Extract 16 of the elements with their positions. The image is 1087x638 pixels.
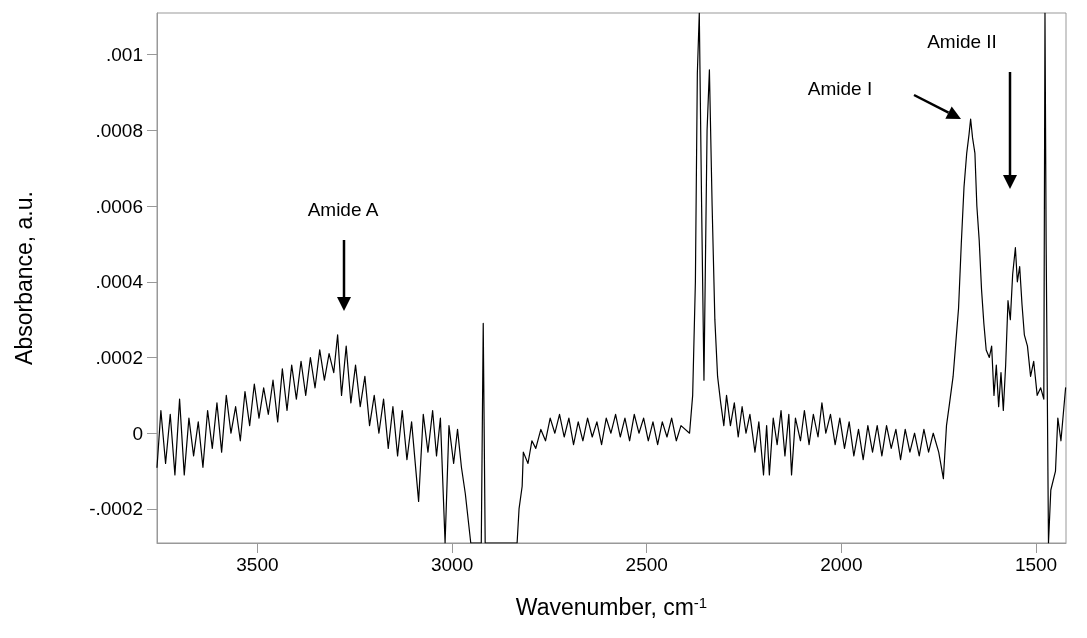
annotation: Amide A [307, 198, 379, 220]
annotation: Amide I [807, 77, 873, 99]
x-tick-label: 3000 [430, 554, 474, 575]
x-tick-label: 3500 [236, 554, 279, 575]
annotation: Amide II [927, 30, 997, 52]
y-tick-label: 0 [132, 422, 143, 444]
y-tick-label: .0002 [95, 347, 143, 368]
x-tick-label: 2500 [625, 554, 668, 575]
y-tick-label: .0004 [95, 271, 144, 293]
y-tick-label: -.0002 [89, 498, 143, 520]
x-tick-label: 2000 [820, 554, 863, 575]
y-tick-label: .001 [106, 44, 143, 66]
x-tick-label: 1500 [1014, 554, 1058, 575]
y-tick-label: .0008 [95, 119, 143, 141]
y-axis-title: Absorbance, a.u. [10, 191, 37, 365]
y-tick-label: .0006 [95, 195, 143, 217]
